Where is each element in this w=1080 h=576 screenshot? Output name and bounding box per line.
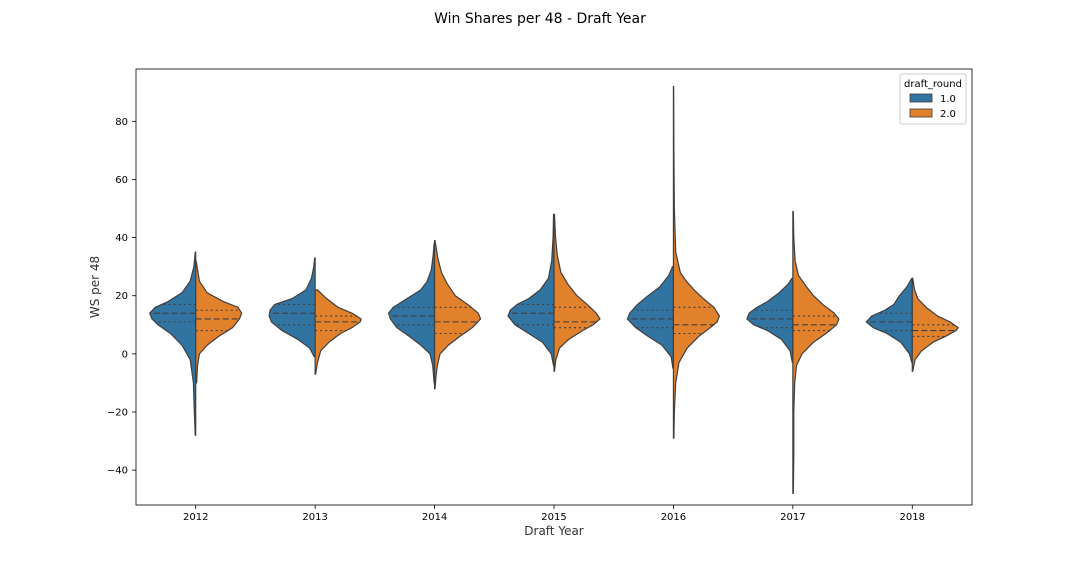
x-tick-label: 2013 [302,512,327,523]
violin-round-1-2017 [746,277,794,364]
violin-round-1-2013 [268,257,316,358]
legend-swatch-round-1 [909,93,933,103]
x-tick-label: 2017 [780,512,805,523]
violin-round-2-2013 [314,289,362,375]
violin-round-1-2018 [865,277,913,364]
violin-round-2-2012 [195,260,243,384]
x-axis-label: Draft Year [524,524,584,538]
violin-round-1-2014 [387,242,436,384]
x-tick-label: 2012 [183,512,208,523]
y-tick-label: −20 [107,407,128,418]
legend-label-round-1: 1.0 [940,94,956,105]
y-tick-label: −40 [107,466,128,477]
x-axis: 2012 2013 2014 2015 2016 2017 2018 [183,505,925,523]
legend: draft_round 1.0 2.0 [899,73,967,125]
legend-swatch-round-2 [909,108,933,118]
x-tick-label: 2015 [541,512,566,523]
violin-round-2-2016 [672,85,721,439]
legend-label-round-2: 2.0 [940,109,956,120]
chart-title: Win Shares per 48 - Draft Year [434,11,646,27]
x-tick-label: 2018 [900,512,925,523]
violin-round-2-2018 [911,277,959,372]
legend-title: draft_round [904,79,962,90]
y-tick-label: 60 [115,175,128,186]
y-axis-label: WS per 48 [88,256,102,318]
x-tick-label: 2016 [661,512,686,523]
violin-round-2-2017 [792,210,840,494]
violin-round-2-2014 [433,239,482,390]
x-tick-label: 2014 [422,512,447,523]
plot-area [135,68,973,506]
violin-round-1-2012 [149,251,197,436]
y-axis: −40 −20 0 20 40 60 80 [107,117,136,477]
y-tick-label: 80 [115,117,128,128]
y-tick-label: 20 [115,291,128,302]
y-tick-label: 40 [115,233,128,244]
violin-round-1-2015 [507,213,555,367]
violin-round-2-2015 [553,213,601,372]
violin-round-1-2016 [626,266,675,369]
y-tick-label: 0 [122,349,128,360]
